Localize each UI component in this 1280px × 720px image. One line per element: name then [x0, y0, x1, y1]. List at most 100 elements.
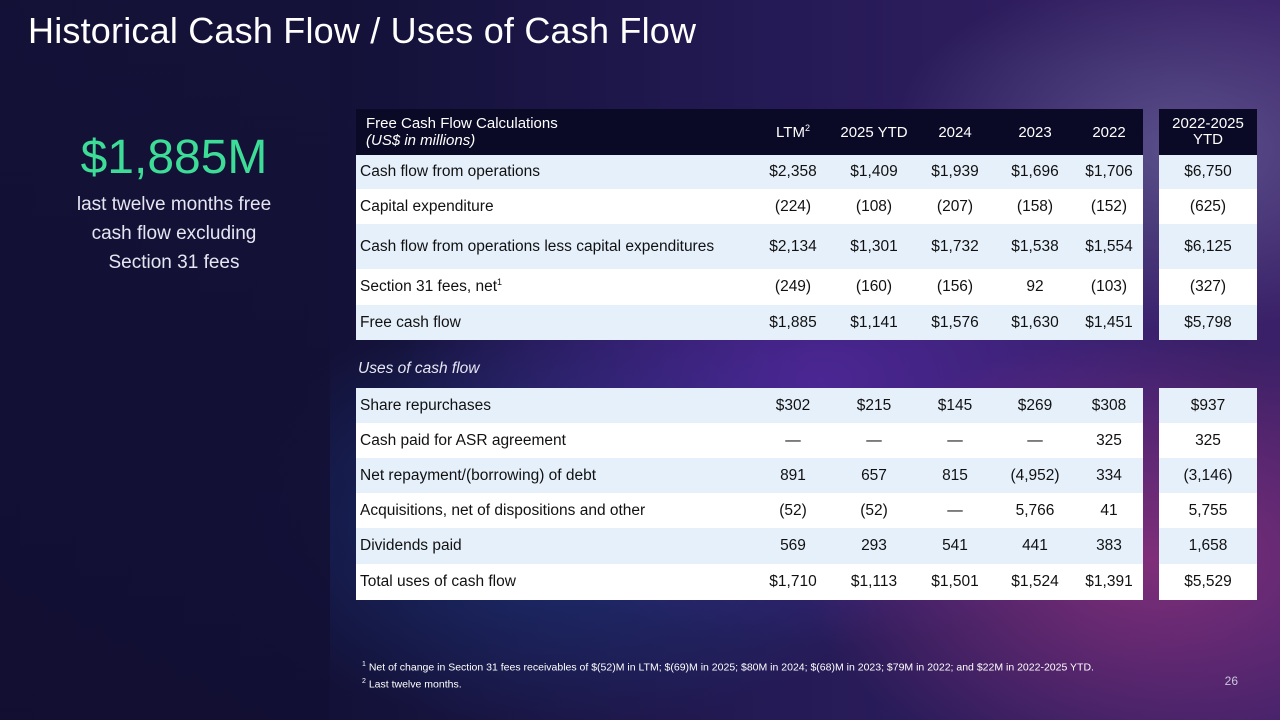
table-row: Free cash flow $1,885 $1,141 $1,576 $1,6…: [356, 305, 1143, 340]
table-cell: 325: [1195, 431, 1221, 449]
footnote-1: 1 Net of change in Section 31 fees recei…: [362, 661, 1094, 674]
table-cell: 541: [915, 528, 995, 564]
ltm-footnote-marker: 2: [804, 123, 810, 133]
kpi-value: $1,885M: [80, 131, 268, 184]
table-cell: 5,755: [1188, 501, 1228, 519]
table-cell: $1,538: [995, 224, 1075, 269]
table-row: (625): [1159, 189, 1257, 224]
ytd-header-line: 2022-2025: [1172, 115, 1244, 132]
row-label: Dividends paid: [356, 528, 753, 564]
table-row: (3,146): [1159, 458, 1257, 493]
row-label: Capital expenditure: [360, 197, 494, 215]
table-cell: (52): [779, 501, 807, 519]
table-cell: $302: [753, 388, 833, 423]
table-row: $937: [1159, 388, 1257, 423]
ytd-header-row: 2022-2025 YTD: [1159, 109, 1257, 155]
table-cell: $1,301: [833, 224, 915, 269]
table-row: 1,658: [1159, 528, 1257, 564]
table-cell: (158): [1016, 197, 1054, 215]
table-row: Cash paid for ASR agreement — — — — 325: [356, 423, 1143, 458]
table-cell: $1,696: [995, 155, 1075, 189]
fcf-table: Free Cash Flow Calculations (US$ in mill…: [356, 109, 1143, 340]
footnotes: 1 Net of change in Section 31 fees recei…: [362, 658, 1094, 691]
row-label: Cash paid for ASR agreement: [360, 431, 566, 449]
table-cell: —: [947, 501, 963, 519]
row-label: Net repayment/(borrowing) of debt: [356, 458, 753, 493]
table-row: Share repurchases $302 $215 $145 $269 $3…: [356, 388, 1143, 423]
table-cell: $215: [833, 388, 915, 423]
table-cell: —: [785, 431, 801, 449]
table-cell: $1,732: [915, 224, 995, 269]
table-cell: (103): [1090, 278, 1128, 295]
table-cell: $1,554: [1075, 224, 1143, 269]
left-panel-background: [0, 0, 330, 720]
kpi-desc-line: cash flow excluding: [91, 223, 257, 244]
row-label: Free cash flow: [356, 305, 753, 340]
table-row: Cash flow from operations $2,358 $1,409 …: [356, 155, 1143, 189]
table-cell: (625): [1189, 197, 1227, 215]
table-cell: $5,529: [1184, 573, 1232, 590]
row-label: Section 31 fees, net1: [360, 277, 503, 296]
column-header-2024: 2024: [938, 123, 972, 141]
table-cell: $145: [915, 388, 995, 423]
table-cell: (52): [860, 501, 888, 519]
table-row: $6,750: [1159, 155, 1257, 189]
fcf-header-title-text: Free Cash Flow Calculations: [366, 115, 558, 132]
table-cell: $1,710: [769, 573, 817, 590]
column-header-ltm: LTM2: [776, 123, 810, 141]
uses-table: Share repurchases $302 $215 $145 $269 $3…: [356, 388, 1143, 600]
table-cell: (327): [1189, 278, 1227, 295]
table-row: 325: [1159, 423, 1257, 458]
table-cell: (3,146): [1159, 458, 1257, 493]
table-cell: (207): [936, 197, 974, 215]
table-cell: (156): [936, 278, 974, 295]
table-cell: $2,134: [753, 224, 833, 269]
row-label: Acquisitions, net of dispositions and ot…: [360, 501, 646, 519]
table-cell: 293: [833, 528, 915, 564]
table-row: $5,798: [1159, 305, 1257, 340]
table-row: Cash flow from operations less capital e…: [356, 224, 1143, 269]
table-cell: 441: [995, 528, 1075, 564]
column-header-2022: 2022: [1092, 123, 1126, 141]
table-cell: $1,451: [1075, 305, 1143, 340]
kpi-desc-line: Section 31 fees: [108, 252, 240, 273]
footnote-marker: 1: [497, 277, 503, 288]
table-cell: $1,630: [995, 305, 1075, 340]
fcf-header-row: Free Cash Flow Calculations (US$ in mill…: [356, 109, 1143, 155]
fcf-table-card: Free Cash Flow Calculations (US$ in mill…: [356, 109, 1143, 340]
table-cell: $308: [1075, 388, 1143, 423]
table-cell: 1,658: [1159, 528, 1257, 564]
table-row: Capital expenditure (224) (108) (207) (1…: [356, 189, 1143, 224]
column-header-ytd-total: 2022-2025 YTD: [1159, 109, 1257, 155]
column-header-2025-ytd: 2025 YTD: [840, 123, 908, 141]
ytd-fcf-card: 2022-2025 YTD $6,750 (625) $6,125 (327) …: [1159, 109, 1257, 340]
table-cell: 569: [753, 528, 833, 564]
table-row: (327): [1159, 269, 1257, 305]
table-cell: $1,524: [1011, 573, 1059, 590]
kpi-description: last twelve months free cash flow exclud…: [40, 190, 308, 277]
table-row: $6,125: [1159, 224, 1257, 269]
table-cell: $5,798: [1159, 305, 1257, 340]
table-row: 5,755: [1159, 493, 1257, 528]
table-cell: $1,391: [1085, 573, 1133, 590]
table-row: Section 31 fees, net1 (249) (160) (156) …: [356, 269, 1143, 305]
table-row: Net repayment/(borrowing) of debt 891 65…: [356, 458, 1143, 493]
row-label: Total uses of cash flow: [360, 573, 516, 590]
table-cell: $6,125: [1159, 224, 1257, 269]
row-label: Cash flow from operations: [356, 155, 753, 189]
row-label: Share repurchases: [356, 388, 753, 423]
table-cell: $2,358: [753, 155, 833, 189]
table-row: Total uses of cash flow $1,710 $1,113 $1…: [356, 564, 1143, 600]
table-cell: 383: [1075, 528, 1143, 564]
table-cell: (152): [1090, 197, 1128, 215]
table-cell: 325: [1096, 431, 1122, 449]
column-header-2023: 2023: [1018, 123, 1052, 141]
table-row: Dividends paid 569 293 541 441 383: [356, 528, 1143, 564]
table-cell: 92: [1026, 278, 1044, 295]
fcf-header-title: Free Cash Flow Calculations (US$ in mill…: [356, 109, 753, 155]
fcf-header-subtitle: (US$ in millions): [366, 132, 476, 149]
table-cell: 5,766: [1015, 501, 1055, 519]
ytd-header-line: YTD: [1193, 131, 1223, 148]
table-cell: $937: [1159, 388, 1257, 423]
uses-of-cash-flow-caption: Uses of cash flow: [358, 360, 480, 377]
